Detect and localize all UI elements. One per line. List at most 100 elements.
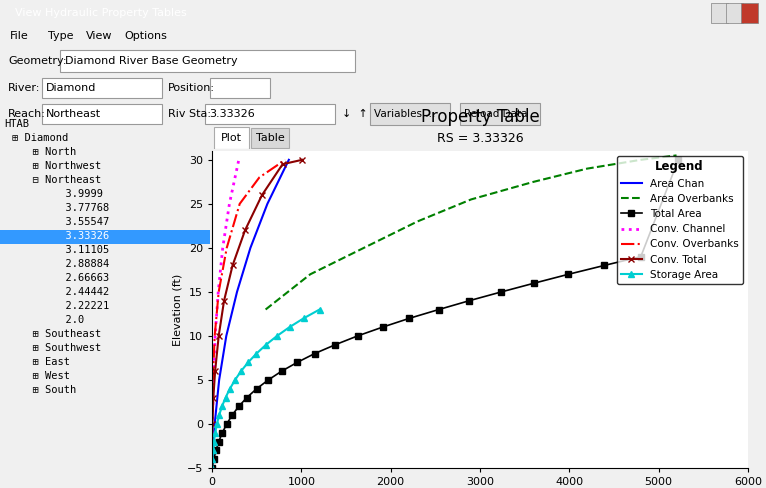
Text: View Hydraulic Property Tables: View Hydraulic Property Tables (15, 7, 187, 18)
Text: ⊞ Southeast: ⊞ Southeast (20, 329, 101, 339)
Total Area (211, 447, 221, 453)
Storage Area (208, 447, 218, 453)
Total Area (530, 280, 539, 286)
Storage Area (252, 350, 261, 356)
Conv. Channel (211, 333, 220, 339)
Storage Area (225, 386, 234, 392)
Text: Type: Type (48, 31, 74, 41)
Storage Area (209, 439, 218, 445)
Conv. Channel (225, 201, 234, 207)
Line: Area Chan: Area Chan (212, 160, 289, 468)
Total Area (222, 421, 231, 427)
Bar (210, 78, 270, 99)
Storage Area (261, 342, 270, 347)
Total Area (637, 254, 646, 260)
Total Area (242, 395, 251, 401)
Conv. Overbanks (214, 289, 224, 295)
Total Area (228, 412, 237, 418)
Total Area (293, 359, 302, 365)
Text: 2.44442: 2.44442 (28, 287, 110, 297)
Text: ⊞ East: ⊞ East (20, 357, 70, 367)
Line: Conv. Overbanks: Conv. Overbanks (212, 160, 285, 424)
Area Chan (214, 377, 224, 383)
Conv. Total (220, 298, 229, 304)
Total Area (404, 315, 414, 321)
Line: Conv. Channel: Conv. Channel (212, 160, 239, 442)
Area Overbanks (637, 157, 646, 163)
Bar (460, 103, 540, 125)
Storage Area (315, 306, 324, 312)
Total Area (208, 465, 217, 471)
Text: Riv Sta:: Riv Sta: (168, 109, 211, 119)
Bar (42, 103, 162, 124)
Text: RS = 3.33326: RS = 3.33326 (437, 132, 523, 144)
Bar (711, 2, 728, 22)
Conv. Channel (208, 439, 217, 445)
Area Chan (246, 245, 255, 251)
Area Overbanks (413, 219, 422, 224)
Text: 2.0: 2.0 (28, 315, 84, 325)
Bar (0, 230, 210, 244)
Conv. Total (211, 368, 220, 374)
Total Area (214, 439, 224, 445)
Text: Diamond: Diamond (46, 83, 97, 93)
Area Chan (232, 289, 241, 295)
Text: Reach:: Reach: (8, 109, 46, 119)
Total Area (252, 386, 261, 392)
Bar (251, 128, 289, 148)
Text: Variables ...: Variables ... (374, 109, 435, 119)
Text: 3.33326: 3.33326 (28, 231, 110, 241)
Storage Area (273, 333, 282, 339)
Area Overbanks (359, 245, 368, 251)
Total Area (234, 404, 244, 409)
Conv. Channel (234, 157, 244, 163)
Total Area (277, 368, 286, 374)
Text: ⊞ South: ⊞ South (20, 385, 77, 395)
Text: 3.11105: 3.11105 (28, 245, 110, 255)
Total Area (497, 289, 506, 295)
Area Overbanks (672, 152, 681, 158)
Total Area (218, 430, 227, 436)
Total Area (378, 324, 388, 330)
Storage Area (285, 324, 294, 330)
Area Overbanks (466, 197, 476, 203)
Bar (726, 2, 743, 22)
Conv. Overbanks (222, 245, 231, 251)
Text: HTAB: HTAB (4, 119, 29, 129)
Storage Area (231, 377, 240, 383)
Text: 3.77768: 3.77768 (28, 203, 110, 213)
Total Area (310, 350, 319, 356)
Conv. Total (257, 192, 267, 198)
Text: 3.33326: 3.33326 (209, 109, 255, 119)
Text: ⊞ Northwest: ⊞ Northwest (20, 161, 101, 171)
Total Area (353, 333, 362, 339)
Y-axis label: Elevation (ft): Elevation (ft) (172, 273, 182, 346)
Conv. Channel (218, 245, 228, 251)
Area Overbanks (583, 166, 592, 172)
Text: View: View (86, 31, 113, 41)
Area Chan (263, 201, 272, 207)
Conv. Overbanks (255, 175, 264, 181)
Conv. Total (214, 333, 224, 339)
Text: Table: Table (256, 133, 284, 143)
Conv. Overbanks (280, 157, 290, 163)
Text: File: File (10, 31, 29, 41)
Text: Position:: Position: (168, 83, 215, 93)
Text: Geometry:: Geometry: (8, 56, 67, 66)
Conv. Overbanks (235, 201, 244, 207)
Storage Area (211, 430, 220, 436)
Text: ⊟ Northeast: ⊟ Northeast (20, 175, 101, 185)
Area Chan (221, 333, 231, 339)
Total Area (209, 456, 218, 462)
Total Area (465, 298, 474, 304)
Legend: Area Chan, Area Overbanks, Total Area, Conv. Channel, Conv. Overbanks, Conv. Tot: Area Chan, Area Overbanks, Total Area, C… (617, 156, 743, 284)
Area Overbanks (529, 179, 538, 185)
Bar (370, 103, 450, 125)
Conv. Channel (214, 289, 223, 295)
Bar (205, 103, 335, 124)
Text: 2.88884: 2.88884 (28, 259, 110, 269)
Conv. Total (298, 157, 307, 163)
Storage Area (208, 456, 217, 462)
Conv. Channel (209, 377, 218, 383)
Conv. Total (228, 263, 237, 268)
